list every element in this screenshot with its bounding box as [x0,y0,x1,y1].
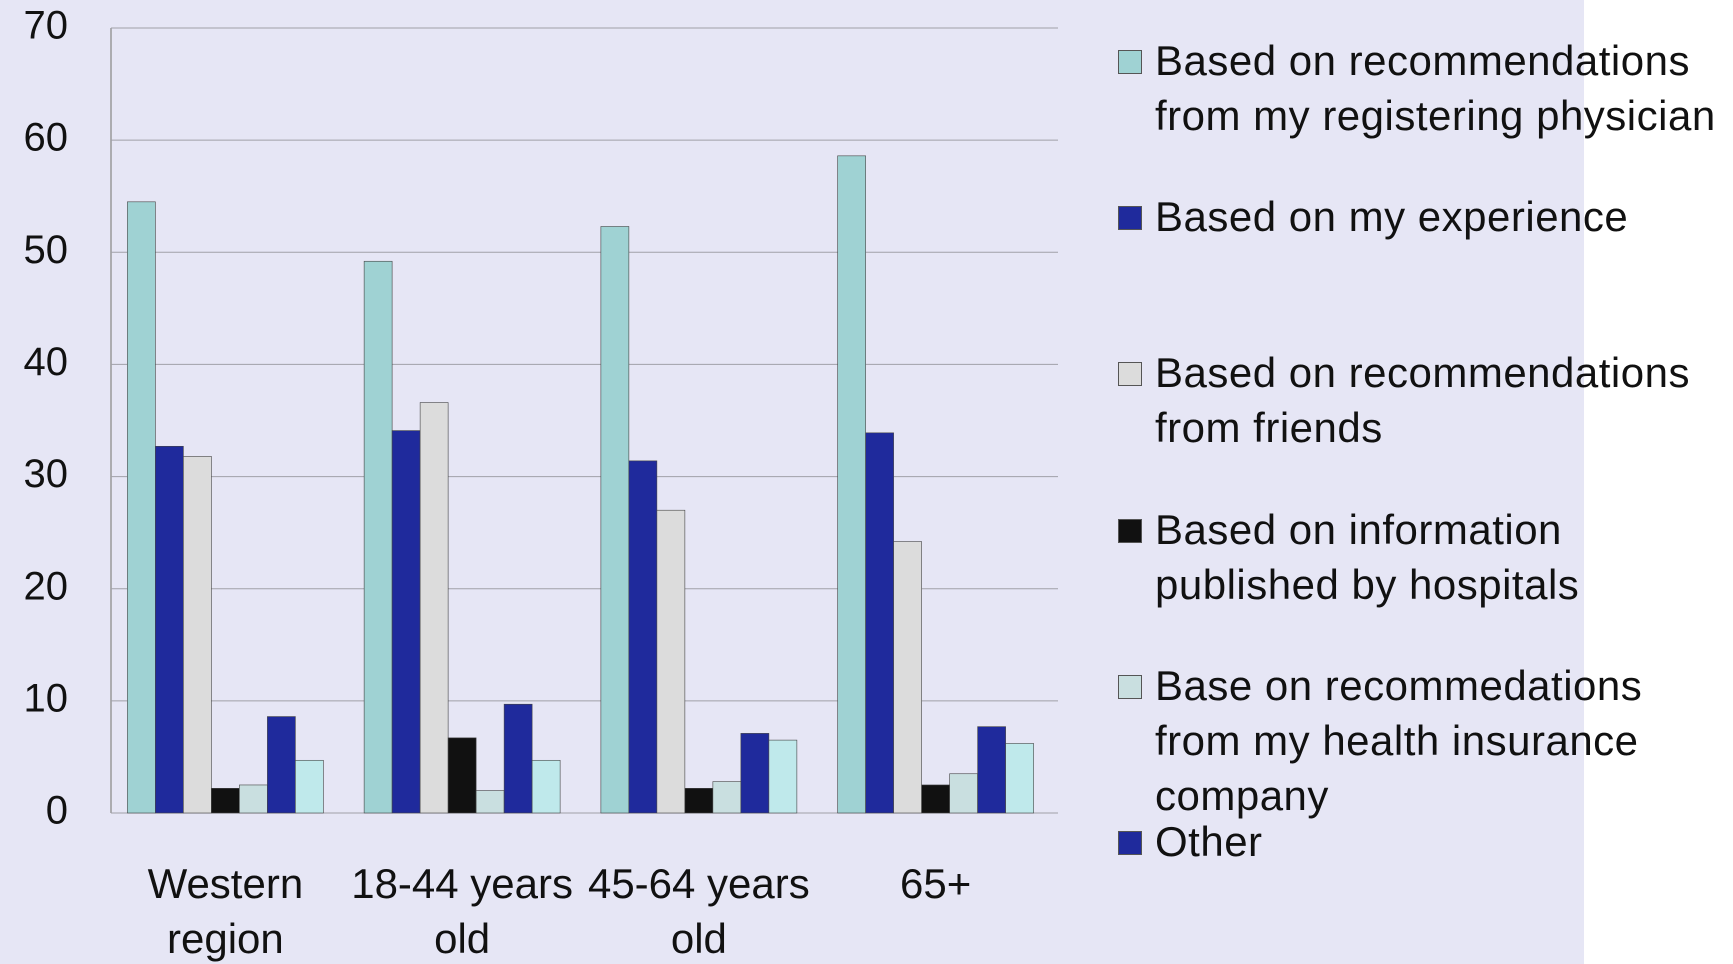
bar [865,432,894,814]
bar [447,737,477,814]
x-tick-label: Western region [147,860,304,962]
bar [475,790,505,814]
legend-swatch [1118,675,1142,699]
y-tick-label: 70 [24,4,69,48]
legend-swatch [1118,519,1142,543]
bar [183,456,212,814]
bar [768,739,798,814]
bar [267,716,296,814]
bar [977,726,1006,814]
legend-label: Based on recommendations from my registe… [1155,37,1716,139]
bar [600,226,630,814]
legend-swatch [1118,362,1142,386]
bar [531,759,561,814]
legend-label: Other [1155,818,1263,865]
bar [1005,743,1034,814]
bar [503,703,533,814]
legend-swatch [1118,206,1142,230]
legend-label: Based on information published by hospit… [1155,506,1580,608]
legend-label: Base on recommedations from my health in… [1155,662,1643,819]
x-tick-label: 65+ [900,860,972,907]
bar [363,260,393,814]
y-tick-label: 50 [24,228,69,272]
bar [628,460,658,814]
legend-swatch [1118,831,1142,855]
y-tick-label: 0 [46,789,68,833]
x-tick-label: 18-44 years old [351,860,574,962]
bar [740,733,770,814]
bar [239,784,268,814]
legend-label: Based on my experience [1155,193,1629,240]
bar [419,402,449,814]
bar [712,781,742,814]
bar [155,445,184,814]
bar [893,541,922,814]
y-tick-label: 30 [24,452,69,496]
x-tick-label: 45-64 years old [587,860,810,962]
bar [295,759,324,814]
bar [127,201,156,814]
bar [656,509,686,814]
y-tick-label: 10 [24,676,69,720]
bar [684,788,714,814]
legend-swatch [1118,50,1142,74]
bar [391,430,421,814]
legend-label: Based on recommendations from friends [1155,349,1690,451]
y-tick-label: 40 [24,340,69,384]
bar [211,788,240,814]
bar [921,784,950,814]
y-tick-label: 60 [24,116,69,160]
y-tick-label: 20 [24,564,69,608]
bar [837,155,866,814]
bar [949,773,978,814]
